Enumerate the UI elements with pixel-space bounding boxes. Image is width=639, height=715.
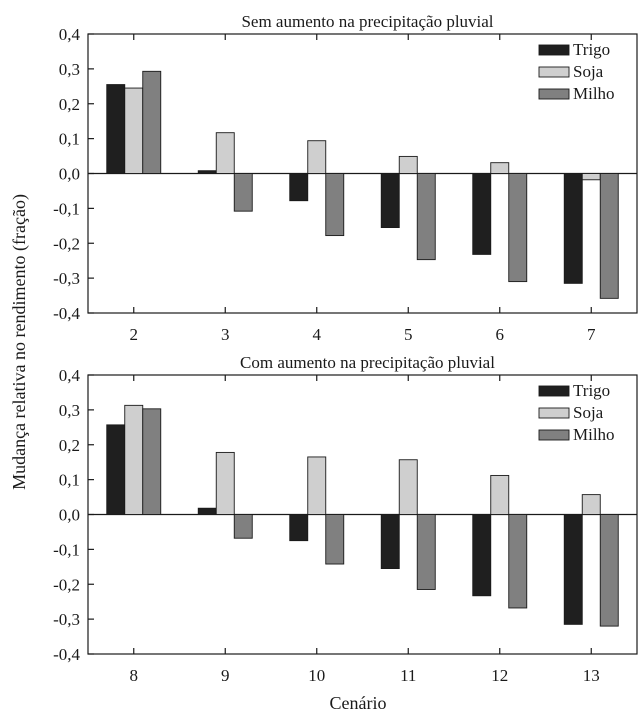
- bar-milho: [325, 514, 345, 565]
- legend-label: Trigo: [573, 40, 610, 59]
- y-tick-label: -0,4: [53, 645, 80, 664]
- y-tick-label: -0,2: [53, 234, 80, 253]
- bar-milho: [599, 514, 619, 627]
- y-tick-label: -0,1: [53, 199, 80, 218]
- bar-trigo: [289, 173, 309, 202]
- bar-milho: [325, 173, 345, 237]
- bar-soja: [215, 451, 235, 515]
- y-tick-label: -0,2: [53, 575, 80, 594]
- x-axis-label: Cenário: [330, 693, 387, 713]
- bar-milho: [508, 173, 528, 283]
- bar-trigo: [289, 514, 309, 542]
- bar-milho: [233, 173, 253, 212]
- y-tick-label: -0,3: [53, 269, 80, 288]
- x-tick-label: 11: [400, 666, 416, 685]
- legend-swatch-trigo: [538, 385, 570, 397]
- x-tick-label: 10: [308, 666, 325, 685]
- bar-milho: [233, 514, 253, 539]
- bar-milho: [142, 70, 162, 174]
- legend-label: Soja: [573, 403, 604, 422]
- x-tick-label: 9: [221, 666, 230, 685]
- y-tick-label: 0,0: [59, 165, 80, 184]
- bar-milho: [599, 173, 619, 299]
- x-tick-label: 12: [491, 666, 508, 685]
- bar-milho: [508, 514, 528, 609]
- x-tick-label: 5: [404, 325, 413, 344]
- legend-swatch-soja: [538, 66, 570, 78]
- y-tick-label: 0,3: [59, 401, 80, 420]
- y-tick-label: -0,3: [53, 610, 80, 629]
- legend-swatch-milho: [538, 88, 570, 100]
- y-tick-label: 0,0: [59, 506, 80, 525]
- chart-panel-bottom: Com aumento na precipitação pluvial 0,4 0,…: [53, 353, 638, 685]
- bar-milho: [142, 408, 162, 515]
- x-tick-label: 2: [130, 325, 139, 344]
- legend-label: Trigo: [573, 381, 610, 400]
- bar-trigo: [472, 514, 492, 597]
- legend-label: Milho: [573, 84, 615, 103]
- chart-panel-top: Sem aumento na precipitação pluvial 0,4 0,…: [53, 12, 638, 344]
- x-tick-label: 4: [313, 325, 322, 344]
- bar-milho: [416, 514, 436, 590]
- bar-soja: [490, 162, 510, 174]
- x-tick-label: 8: [130, 666, 139, 685]
- bar-trigo: [563, 173, 583, 284]
- x-tick-label: 7: [587, 325, 596, 344]
- bar-soja: [307, 456, 327, 515]
- bar-soja: [581, 173, 601, 181]
- bar-trigo: [380, 173, 400, 229]
- y-tick-label: -0,4: [53, 304, 80, 323]
- x-tick-label: 3: [221, 325, 230, 344]
- bar-soja: [307, 140, 327, 174]
- bar-trigo: [380, 514, 400, 570]
- y-tick-label: -0,1: [53, 540, 80, 559]
- bar-trigo: [106, 424, 126, 515]
- x-tick-label: 13: [583, 666, 600, 685]
- bar-trigo: [197, 170, 217, 174]
- bar-soja: [490, 474, 510, 515]
- bar-trigo: [563, 514, 583, 625]
- y-tick-label: 0,3: [59, 60, 80, 79]
- chart-title: Com aumento na precipitação pluvial: [240, 353, 495, 372]
- bar-soja: [398, 459, 418, 515]
- bar-soja: [581, 494, 601, 515]
- legend-label: Milho: [573, 425, 615, 444]
- y-tick-label: 0,2: [59, 95, 80, 114]
- y-tick-label: 0,1: [59, 471, 80, 490]
- bar-soja: [124, 87, 144, 174]
- bar-soja: [124, 404, 144, 515]
- bar-milho: [416, 173, 436, 261]
- y-tick-label: 0,4: [59, 25, 81, 44]
- legend-swatch-trigo: [538, 44, 570, 56]
- bar-trigo: [197, 507, 217, 515]
- legend-swatch-milho: [538, 429, 570, 441]
- x-tick-label: 6: [496, 325, 505, 344]
- y-tick-label: 0,2: [59, 436, 80, 455]
- legend-label: Soja: [573, 62, 604, 81]
- y-axis-label: Mudança relativa no rendimento (fração): [9, 194, 30, 490]
- bar-soja: [215, 132, 235, 174]
- bar-soja: [398, 155, 418, 174]
- bar-trigo: [106, 84, 126, 174]
- legend-swatch-soja: [538, 407, 570, 419]
- chart-title: Sem aumento na precipitação pluvial: [241, 12, 493, 31]
- y-tick-label: 0,4: [59, 366, 81, 385]
- bar-trigo: [472, 173, 492, 255]
- y-tick-label: 0,1: [59, 130, 80, 149]
